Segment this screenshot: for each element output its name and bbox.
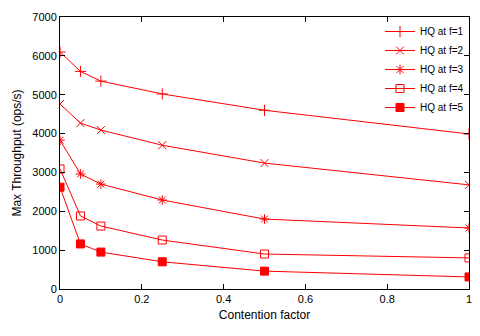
svg-text:3000: 3000 bbox=[32, 166, 56, 178]
svg-text:2000: 2000 bbox=[32, 205, 56, 217]
svg-text:4000: 4000 bbox=[32, 127, 56, 139]
svg-text:Contention factor: Contention factor bbox=[219, 308, 310, 322]
svg-text:HQ at f=5: HQ at f=5 bbox=[420, 102, 464, 113]
svg-text:6000: 6000 bbox=[32, 50, 56, 62]
svg-text:7000: 7000 bbox=[32, 11, 56, 23]
svg-text:0: 0 bbox=[57, 293, 63, 305]
svg-text:5000: 5000 bbox=[32, 89, 56, 101]
svg-text:HQ at f=1: HQ at f=1 bbox=[420, 26, 464, 37]
svg-text:Max Throughput (ops/s): Max Throughput (ops/s) bbox=[10, 89, 24, 216]
svg-text:0.6: 0.6 bbox=[298, 293, 313, 305]
svg-text:0: 0 bbox=[51, 283, 57, 295]
svg-text:HQ at f=2: HQ at f=2 bbox=[420, 45, 464, 56]
svg-text:HQ at f=4: HQ at f=4 bbox=[420, 83, 464, 94]
svg-text:0.2: 0.2 bbox=[134, 293, 149, 305]
svg-text:1000: 1000 bbox=[32, 244, 56, 256]
svg-text:0.4: 0.4 bbox=[216, 293, 231, 305]
svg-text:0.8: 0.8 bbox=[380, 293, 395, 305]
svg-text:HQ at f=3: HQ at f=3 bbox=[420, 64, 464, 75]
svg-text:1: 1 bbox=[466, 293, 472, 305]
